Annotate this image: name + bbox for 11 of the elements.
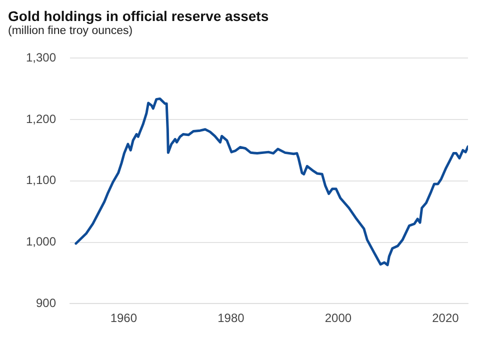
y-tick-label: 1,000 [26, 234, 56, 249]
x-tick-label: 2020 [432, 311, 460, 326]
y-tick-label: 1,200 [26, 112, 56, 126]
x-tick-label: 1980 [218, 311, 245, 326]
y-tick-label: 1,300 [26, 50, 56, 65]
y-tick-label: 1,100 [26, 173, 56, 188]
chart-title: Gold holdings in official reserve assets [8, 8, 270, 24]
chart-subtitle: (million fine troy ounces) [8, 25, 134, 37]
x-tick-label: 1960 [110, 311, 138, 326]
x-tick-label: 2000 [324, 311, 352, 326]
y-tick-label: 900 [36, 296, 56, 310]
